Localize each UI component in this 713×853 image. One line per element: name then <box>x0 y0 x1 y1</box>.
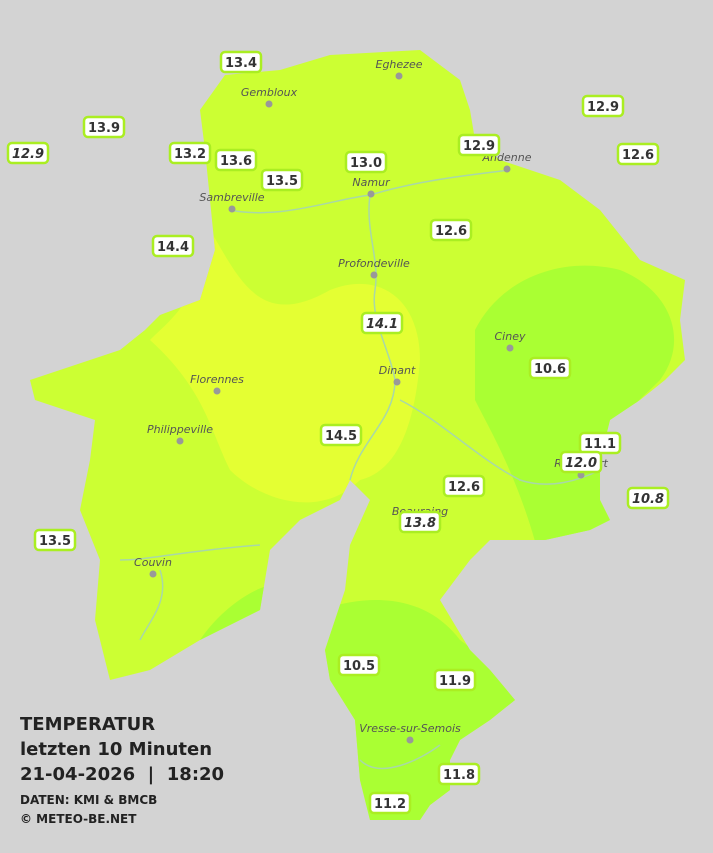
station-box <box>442 474 486 498</box>
station-value: 12.0 <box>565 456 597 471</box>
town-label: Gembloux <box>241 86 298 99</box>
station-value: 12.9 <box>587 100 619 115</box>
station-value: 11.2 <box>374 797 406 812</box>
town-label: Florennes <box>190 373 244 386</box>
station-box <box>219 50 263 74</box>
station-box <box>344 150 388 174</box>
station-value: 13.8 <box>404 516 436 531</box>
town-label: Vresse-sur-Semois <box>359 722 461 735</box>
town-dot <box>395 72 403 80</box>
station-value: 10.5 <box>343 659 375 674</box>
station-value: 13.5 <box>39 534 71 549</box>
station-value: 11.1 <box>584 437 616 452</box>
station-box <box>151 234 195 258</box>
station-box <box>260 168 304 192</box>
legend-datetime: 21-04-2026 | 18:20 <box>20 764 224 785</box>
town-dot <box>503 165 511 173</box>
station-value: 13.6 <box>220 154 252 169</box>
town-label: Namur <box>352 176 391 189</box>
station-value: 13.9 <box>88 121 120 136</box>
station-value: 11.9 <box>439 674 471 689</box>
station-value: 13.4 <box>225 56 257 71</box>
cool-zone <box>475 265 675 560</box>
town-dot <box>370 271 378 279</box>
station-value: 12.6 <box>448 480 480 495</box>
station-value: 12.9 <box>12 147 44 162</box>
station-box <box>616 142 660 166</box>
town-label: Ciney <box>495 330 526 343</box>
station-box <box>168 141 212 165</box>
station-value: 13.5 <box>266 174 298 189</box>
station-box <box>581 94 625 118</box>
cool-zone <box>320 600 540 820</box>
station-value: 10.6 <box>534 362 566 377</box>
town-dot <box>176 437 184 445</box>
town-label: Couvin <box>134 556 172 569</box>
station-box <box>437 762 481 786</box>
station-value: 12.9 <box>463 139 495 154</box>
station-box <box>337 653 381 677</box>
station-box <box>368 791 412 815</box>
town-dot <box>506 344 514 352</box>
station-box <box>626 486 670 510</box>
legend-title: TEMPERATUR <box>20 714 155 735</box>
legend-period: letzten 10 Minuten <box>20 739 212 760</box>
station-box <box>457 133 501 157</box>
town-dot <box>228 205 236 213</box>
town-label: Philippeville <box>147 423 213 436</box>
station-box <box>360 311 404 335</box>
station-box <box>6 141 50 165</box>
town-dot <box>406 736 414 744</box>
station-box <box>82 115 126 139</box>
station-box <box>433 668 477 692</box>
station-box <box>214 148 258 172</box>
legend-source: DATEN: KMI & BMCB <box>20 793 157 807</box>
town-dot <box>393 378 401 386</box>
station-value: 13.2 <box>174 147 206 162</box>
station-value: 14.4 <box>157 240 189 255</box>
legend-copyright: © METEO-BE.NET <box>20 812 137 826</box>
station-box <box>528 356 572 380</box>
station-box <box>559 450 603 474</box>
station-box <box>319 423 363 447</box>
town-dot <box>367 190 375 198</box>
station-value: 12.6 <box>435 224 467 239</box>
station-value: 14.5 <box>325 429 357 444</box>
station-value: 13.0 <box>350 156 382 171</box>
town-dot <box>265 100 273 108</box>
station-box <box>33 528 77 552</box>
town-label: Dinant <box>379 364 416 377</box>
town-label: Sambreville <box>199 191 264 204</box>
station-box <box>429 218 473 242</box>
station-box <box>398 510 442 534</box>
station-value: 11.8 <box>443 768 475 783</box>
town-label: Profondeville <box>338 257 410 270</box>
station-value: 10.8 <box>632 492 664 507</box>
station-value: 14.1 <box>366 317 398 332</box>
station-value: 12.6 <box>622 148 654 163</box>
town-label: Eghezee <box>376 58 423 71</box>
town-dot <box>149 570 157 578</box>
town-dot <box>213 387 221 395</box>
